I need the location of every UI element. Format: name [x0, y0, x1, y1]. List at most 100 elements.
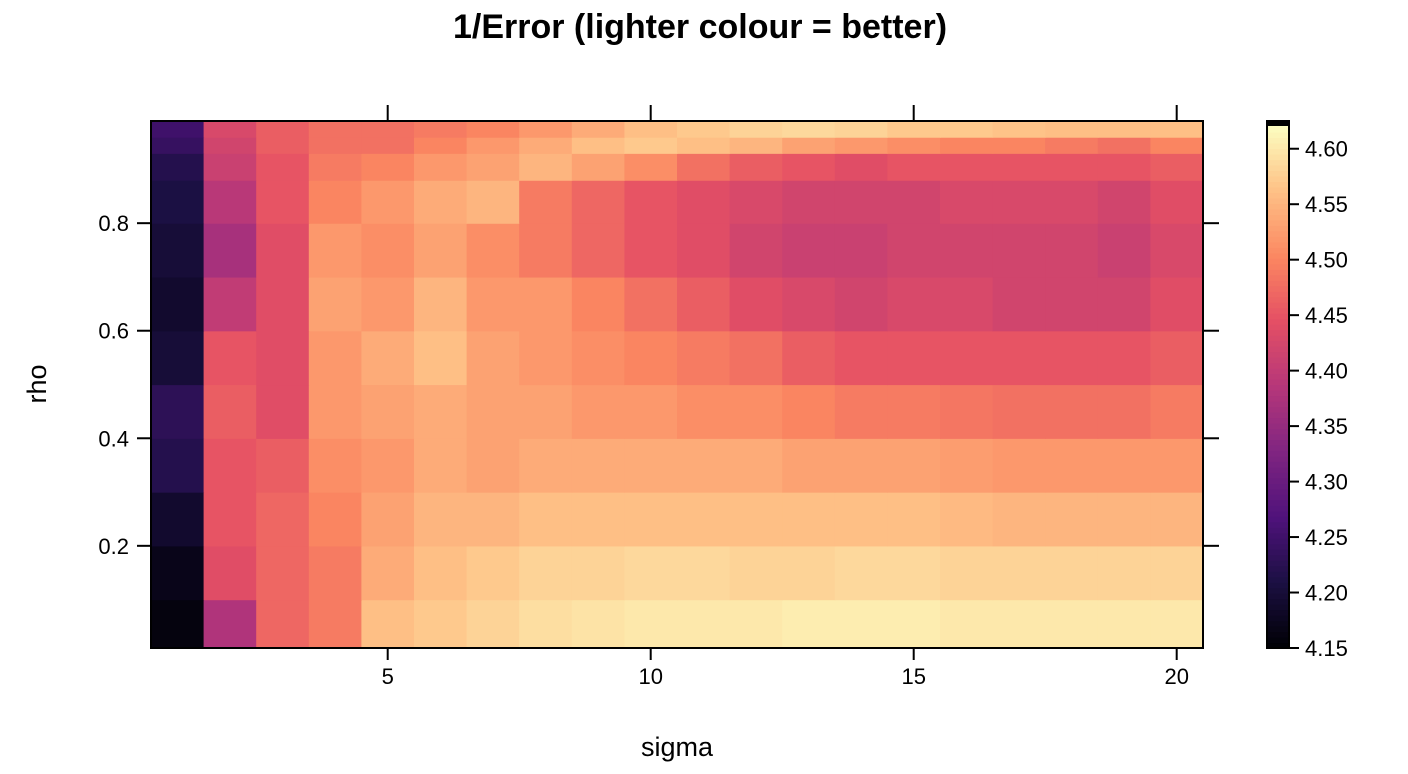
color-key-band — [1267, 236, 1289, 243]
color-key-band — [1267, 126, 1289, 133]
y-tick-label: 0.8 — [98, 211, 129, 236]
color-key-band — [1267, 461, 1289, 468]
color-key-band — [1267, 269, 1289, 276]
color-key-band — [1267, 609, 1289, 616]
heatmap-cell — [571, 492, 625, 547]
heatmap-cell — [466, 545, 520, 601]
heatmap-cell — [940, 276, 994, 332]
heatmap-cell — [361, 438, 415, 493]
heatmap-cell — [519, 492, 573, 547]
color-key-band — [1267, 604, 1289, 611]
heatmap-cell — [571, 276, 625, 332]
heatmap-cell — [466, 223, 520, 278]
heatmap-cell — [308, 180, 362, 224]
heatmap-cell — [624, 137, 678, 154]
color-key-band — [1267, 384, 1289, 391]
heatmap-cell — [887, 121, 941, 138]
heatmap-cell — [834, 599, 888, 649]
color-key-band — [1267, 274, 1289, 281]
heatmap-cell — [203, 438, 257, 493]
heatmap-cell — [1150, 223, 1204, 278]
heatmap-cell — [361, 137, 415, 154]
heatmap-cell — [203, 223, 257, 278]
heatmap-cell — [151, 545, 205, 601]
heatmap-cell — [1150, 276, 1204, 332]
heatmap-cell — [729, 599, 783, 649]
heatmap-cell — [1097, 492, 1151, 547]
heatmap-cell — [308, 276, 362, 332]
color-key-band — [1267, 631, 1289, 638]
color-key-band — [1267, 549, 1289, 556]
color-key-band — [1267, 340, 1289, 347]
heatmap-cell — [1150, 545, 1204, 601]
heatmap-cell — [940, 153, 994, 181]
heatmap-cell — [1150, 330, 1204, 386]
heatmap-cell — [782, 223, 836, 278]
heatmap-cell — [940, 223, 994, 278]
heatmap-cell — [414, 545, 468, 601]
heatmap-cell — [519, 180, 573, 224]
heatmap-cell — [1097, 180, 1151, 224]
heatmap-cell — [256, 153, 310, 181]
heatmap-cell — [1097, 137, 1151, 154]
y-tick-label: 0.4 — [98, 426, 129, 451]
heatmap-cell — [834, 276, 888, 332]
heatmap-cell — [677, 492, 731, 547]
color-key-band — [1267, 335, 1289, 342]
color-key-band — [1267, 499, 1289, 506]
heatmap-cell — [834, 137, 888, 154]
heatmap-cell — [992, 180, 1046, 224]
heatmap-cell — [887, 545, 941, 601]
heatmap-cell — [571, 438, 625, 493]
color-key-label: 4.35 — [1305, 414, 1348, 439]
color-key-band — [1267, 203, 1289, 210]
heatmap-cell — [203, 599, 257, 649]
heatmap-cell — [992, 599, 1046, 649]
color-key-frame — [1266, 120, 1290, 649]
heatmap-cell — [1045, 223, 1099, 278]
color-key-band — [1267, 368, 1289, 375]
heatmap-cell — [256, 545, 310, 601]
heatmap-cell — [834, 492, 888, 547]
color-key-band — [1267, 159, 1289, 166]
heatmap-cell — [887, 330, 941, 386]
heatmap-cell — [834, 153, 888, 181]
color-key-band — [1267, 620, 1289, 627]
color-key-band — [1267, 153, 1289, 161]
heatmap-cell — [203, 384, 257, 439]
heatmap-cell — [940, 137, 994, 154]
heatmap-cell — [940, 599, 994, 649]
heatmap-cell — [203, 545, 257, 601]
heatmap-cell — [151, 384, 205, 439]
heatmap-cell — [519, 276, 573, 332]
heatmap-cell — [729, 137, 783, 154]
heatmap-cell — [414, 384, 468, 439]
heatmap-cell — [729, 276, 783, 332]
heatmap-cell — [1045, 545, 1099, 601]
color-key-band — [1267, 455, 1289, 462]
heatmap-cell — [677, 545, 731, 601]
heatmap-cell — [519, 137, 573, 154]
color-key-label: 4.30 — [1305, 470, 1348, 495]
color-key-band — [1267, 560, 1289, 567]
color-key-band — [1267, 131, 1289, 139]
heatmap-cell — [1150, 492, 1204, 547]
color-key-band — [1267, 626, 1289, 633]
color-key-band — [1267, 252, 1289, 259]
color-key-label: 4.20 — [1305, 581, 1348, 606]
heatmap-cell — [1045, 276, 1099, 332]
heatmap-cell — [203, 492, 257, 547]
color-key-band — [1267, 225, 1289, 232]
heatmap-cell — [308, 545, 362, 601]
heatmap-cell — [361, 223, 415, 278]
color-key-band — [1267, 554, 1289, 561]
color-key-label: 4.40 — [1305, 359, 1348, 384]
heatmap-cell — [624, 492, 678, 547]
heatmap-cell — [203, 180, 257, 224]
heatmap-cell — [992, 492, 1046, 547]
color-key-label: 4.55 — [1305, 192, 1348, 217]
heatmap-cell — [624, 180, 678, 224]
heatmap-cell — [1045, 492, 1099, 547]
heatmap-cell — [729, 330, 783, 386]
heatmap-cell — [256, 438, 310, 493]
